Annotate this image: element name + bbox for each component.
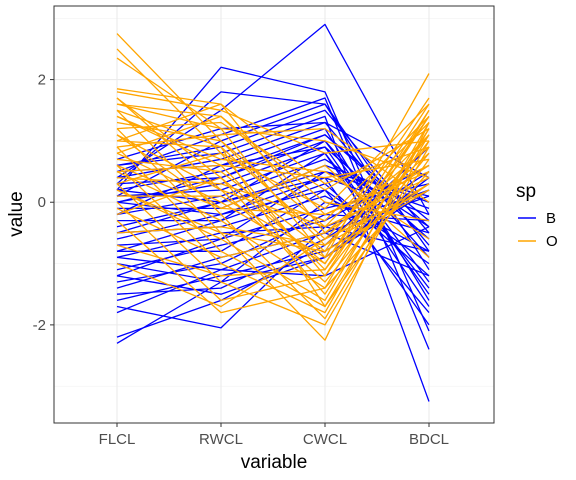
series-line-O — [116, 103, 430, 265]
legend-items: BO — [518, 210, 558, 250]
legend-title: sp — [516, 181, 536, 202]
panel-border — [53, 5, 495, 424]
x-tick-label: RWCL — [199, 431, 243, 448]
legend: sp BO — [516, 181, 558, 250]
tick-labels: -2 0 2 FLCL RWCL CWCL BDCL — [33, 72, 449, 448]
series-line-O — [116, 97, 430, 252]
series-line-B — [116, 232, 430, 277]
y-axis-title: value — [6, 191, 27, 236]
axis-ticks — [50, 79, 430, 427]
series-line-O — [116, 152, 430, 246]
series-line-O — [116, 146, 430, 308]
series-line-B — [116, 226, 430, 329]
series-line-O — [116, 109, 430, 308]
series-line-B — [116, 109, 430, 234]
y-tick-label: -2 — [33, 317, 46, 334]
legend-label-B: B — [546, 210, 556, 227]
y-tick-label: 2 — [38, 72, 46, 89]
legend-label-O: O — [546, 233, 558, 250]
series-O — [116, 33, 430, 341]
y-tick-label: 0 — [38, 194, 46, 211]
series-line-B — [116, 97, 430, 350]
series-line-O — [116, 140, 430, 302]
x-axis-title: variable — [241, 452, 308, 473]
series-line-O — [116, 121, 430, 191]
series-line-O — [116, 115, 430, 240]
series-line-O — [116, 116, 430, 265]
series-line-O — [116, 158, 430, 179]
series-line-O — [116, 134, 430, 216]
x-tick-label: BDCL — [409, 431, 449, 448]
series-line-O — [116, 189, 430, 308]
series-line-O — [116, 115, 430, 222]
series-line-O — [116, 103, 430, 185]
x-tick-label: CWCL — [303, 431, 347, 448]
x-tick-label: FLCL — [99, 431, 136, 448]
series-layer — [116, 23, 430, 402]
